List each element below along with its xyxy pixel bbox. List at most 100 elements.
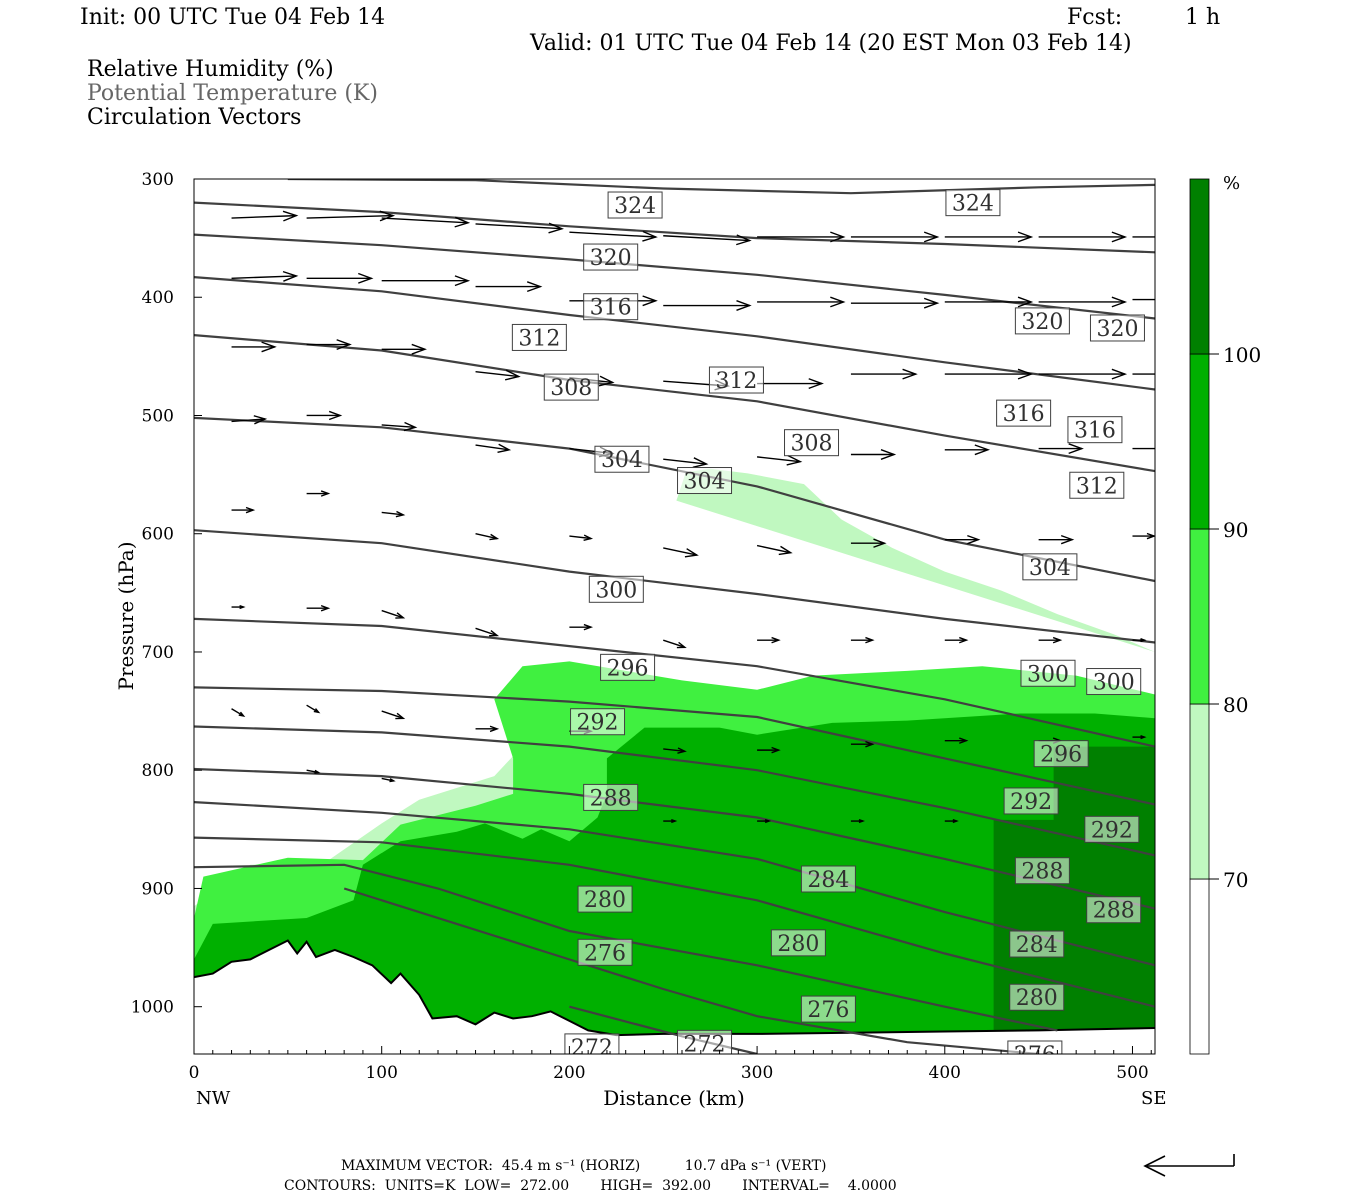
svg-text:312: 312 [518, 326, 560, 351]
theta-contour [194, 801, 1155, 967]
theta-label: 292 [570, 708, 626, 736]
svg-text:316: 316 [590, 296, 632, 321]
theta-label: 288 [1086, 896, 1142, 924]
theta-label: 316 [1067, 416, 1123, 444]
theta-label: 324 [945, 189, 1001, 217]
circulation-vector [381, 275, 471, 287]
circulation-vector [850, 368, 918, 380]
theta-contour [194, 836, 1155, 1008]
circulation-vector [1038, 443, 1084, 455]
theta-label: 324 [607, 191, 663, 219]
theta-contour [194, 233, 1155, 320]
circulation-vector [1132, 298, 1155, 301]
circulation-vector [944, 296, 1034, 308]
theta-contour [194, 767, 1155, 910]
circulation-vector [757, 296, 846, 308]
circulation-vector [757, 636, 781, 644]
circulation-vector [1132, 735, 1147, 740]
theta-contour [194, 725, 1155, 857]
theta-label: 288 [583, 783, 639, 811]
circulation-vector [475, 443, 512, 453]
circulation-vector [1132, 373, 1155, 375]
x-end-label-left: NW [196, 1088, 231, 1109]
circulation-vector [381, 216, 471, 228]
theta-label: 320 [583, 243, 639, 271]
colorbar-label: 90 [1223, 518, 1248, 542]
svg-text:276: 276 [807, 998, 849, 1023]
svg-text:276: 276 [584, 941, 626, 966]
circulation-vector [850, 818, 865, 824]
circulation-vector [756, 544, 793, 556]
circulation-vector [231, 270, 299, 282]
plot-frame [193, 178, 1156, 1055]
circulation-vector [1038, 296, 1128, 308]
svg-text:296: 296 [1040, 743, 1082, 768]
svg-text:296: 296 [607, 656, 649, 681]
circulation-vector [944, 636, 969, 644]
svg-text:308: 308 [550, 376, 592, 401]
circulation-vector [381, 421, 418, 432]
circulation-vector [663, 639, 687, 649]
svg-text:320: 320 [590, 246, 632, 271]
x-axis-label: Distance (km) [603, 1086, 745, 1110]
circulation-vector [663, 300, 752, 311]
circulation-vector [231, 708, 246, 717]
plot-area: 324 324 320 320 320 316 316 316 312 312 312 308 308 3… [194, 179, 1155, 1054]
terrain-mask [194, 940, 1155, 1054]
circulation-vector [663, 747, 687, 754]
circulation-vector [306, 490, 331, 497]
circulation-vector [475, 725, 500, 733]
reference-arrow [1143, 1154, 1235, 1177]
colorbar-label: 80 [1223, 693, 1248, 717]
theta-label: 316 [583, 293, 639, 321]
colorbar-100 [1189, 178, 1210, 355]
circulation-vector [1038, 368, 1128, 380]
circulation-vector [850, 538, 887, 548]
theta-label: 300 [588, 575, 644, 603]
svg-text:300: 300 [1027, 662, 1069, 687]
theta-label: 288 [1014, 857, 1070, 885]
theta-label: 292 [1084, 815, 1140, 843]
circulation-vector [944, 231, 1034, 243]
circulation-vector [1132, 638, 1147, 643]
theta-contour [343, 887, 1039, 1054]
theta-contour [194, 617, 1155, 748]
svg-text:300: 300 [595, 578, 637, 603]
x-tick-label: 500 [1116, 1063, 1148, 1083]
svg-text:292: 292 [1091, 818, 1133, 843]
theta-label: 284 [1009, 930, 1065, 958]
svg-text:308: 308 [791, 432, 833, 457]
circulation-vector [569, 534, 594, 541]
circulation-vector [306, 210, 396, 222]
theta-label: 296 [1033, 740, 1089, 768]
theta-label: 296 [600, 653, 656, 681]
svg-text:304: 304 [601, 448, 643, 473]
x-tick-label: 200 [553, 1063, 585, 1083]
svg-text:320: 320 [1021, 310, 1063, 335]
theta-label: 304 [677, 467, 733, 495]
theta-label: 284 [800, 865, 856, 893]
circulation-vector [1132, 444, 1155, 453]
colorbar-below-70 [1189, 878, 1210, 1055]
x-tick-label: 300 [741, 1063, 773, 1083]
circulation-vector [475, 369, 521, 381]
y-tick-label: 300 [142, 170, 174, 190]
svg-text:304: 304 [1029, 556, 1071, 581]
circulation-vector [663, 457, 709, 469]
theta-contour [287, 179, 1155, 195]
field-relative-humidity: Relative Humidity (%) [87, 57, 334, 82]
y-tick-label: 700 [142, 643, 174, 663]
circulation-vector [475, 627, 500, 637]
theta-label: 292 [1003, 787, 1059, 815]
svg-text:284: 284 [807, 868, 849, 893]
theta-label: 272 [677, 1029, 733, 1054]
svg-text:280: 280 [584, 888, 626, 913]
circulation-vector [944, 444, 991, 456]
theta-label: 300 [1020, 659, 1076, 687]
y-tick-label: 900 [142, 879, 174, 899]
colorbar-unit: % [1223, 173, 1240, 194]
terrain-line [194, 939, 1155, 1037]
circulation-vector [381, 609, 406, 619]
theta-label: 280 [1009, 983, 1065, 1011]
circulation-vector [757, 454, 803, 466]
